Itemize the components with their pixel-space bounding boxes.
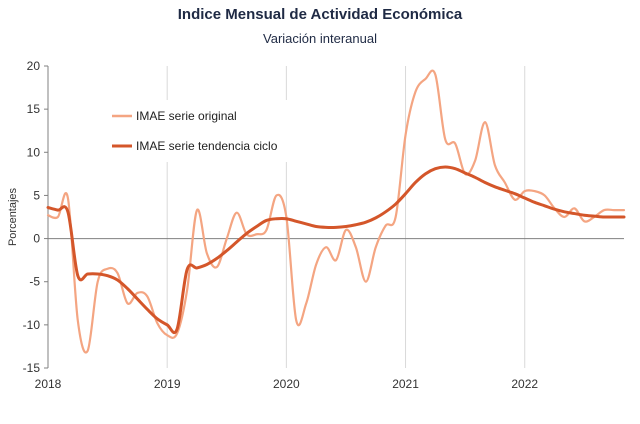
- y-tick-label: 5: [33, 188, 40, 202]
- x-tick-label: 2021: [392, 377, 419, 391]
- y-tick-label: -5: [29, 275, 40, 289]
- series-line-trend: [46, 165, 626, 335]
- legend-label-trend: IMAE serie tendencia ciclo: [136, 139, 278, 153]
- y-tick-label: 0: [33, 232, 40, 246]
- y-tick-label: 15: [27, 102, 41, 116]
- x-tick-label: 2020: [273, 377, 300, 391]
- legend: IMAE serie original IMAE serie tendencia…: [100, 100, 298, 162]
- chart-title: Indice Mensual de Actividad Económica: [177, 6, 463, 23]
- x-axis-ticks: 2018 2019 2020 2021 2022: [35, 377, 539, 391]
- y-tick-label: 10: [27, 145, 41, 159]
- y-axis-ticks: 20 15 10 5 0 -5 -10 -15: [23, 59, 48, 375]
- series-line-original: [46, 69, 626, 354]
- legend-label-original: IMAE serie original: [136, 109, 237, 123]
- y-tick-label: -15: [23, 361, 41, 375]
- y-tick-label: -10: [23, 318, 41, 332]
- legend-box: [100, 100, 298, 162]
- y-tick-label: 20: [27, 59, 41, 73]
- x-tick-label: 2019: [154, 377, 181, 391]
- series-group: [46, 69, 626, 354]
- x-tick-label: 2018: [35, 377, 62, 391]
- y-axis-label: Porcentajes: [7, 187, 19, 246]
- x-tick-label: 2022: [511, 377, 538, 391]
- chart-subtitle: Variación interanual: [263, 31, 377, 46]
